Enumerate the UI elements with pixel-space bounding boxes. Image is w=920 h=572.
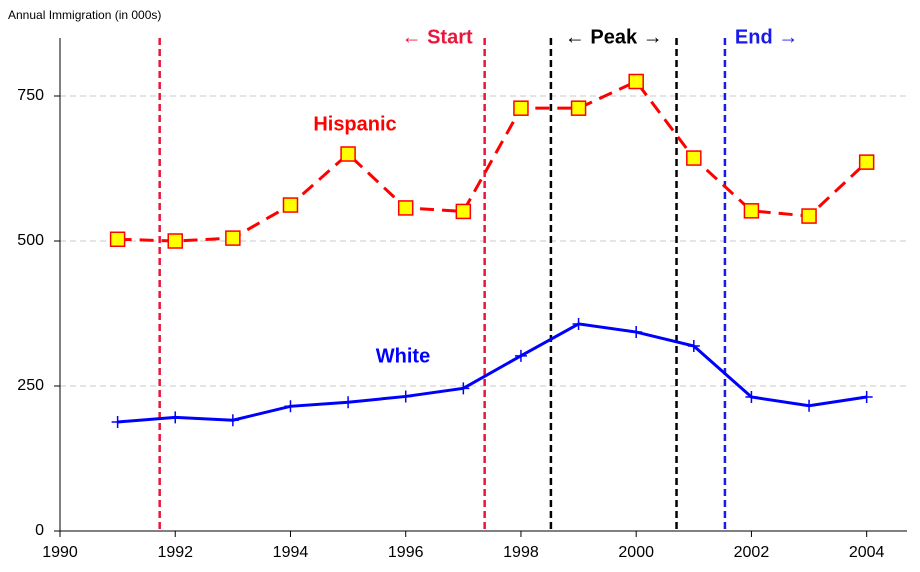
x-tick-label: 1998 bbox=[503, 544, 539, 561]
phase-label: ← Start bbox=[402, 26, 473, 48]
x-tick-label: 2004 bbox=[849, 544, 885, 561]
x-tick-label: 2000 bbox=[618, 544, 654, 561]
point bbox=[397, 200, 414, 216]
point bbox=[225, 230, 241, 246]
point bbox=[572, 317, 585, 330]
x-tick-label: 1994 bbox=[273, 544, 309, 561]
series-line bbox=[117, 79, 868, 243]
point bbox=[226, 414, 239, 427]
x-tick-label: 2002 bbox=[734, 544, 770, 561]
point bbox=[111, 415, 124, 428]
point bbox=[858, 154, 875, 170]
y-axis-title: Annual Immigration (in 000s) bbox=[8, 8, 161, 22]
phase-label: ← Peak → bbox=[565, 26, 663, 48]
point bbox=[860, 391, 873, 404]
series-label: Hispanic bbox=[313, 113, 396, 135]
point bbox=[342, 396, 355, 409]
point bbox=[169, 411, 182, 424]
series-label: White bbox=[376, 345, 430, 367]
point bbox=[801, 208, 817, 224]
point bbox=[628, 73, 644, 90]
phase-label: End → bbox=[735, 26, 798, 48]
point bbox=[284, 400, 297, 413]
x-tick-label: 1990 bbox=[42, 544, 78, 561]
point bbox=[803, 399, 816, 412]
series-line bbox=[117, 322, 867, 424]
point bbox=[340, 146, 356, 162]
y-tick-label: 750 bbox=[17, 87, 44, 104]
point bbox=[109, 231, 126, 248]
point bbox=[743, 203, 760, 219]
point bbox=[687, 339, 700, 352]
y-tick-label: 500 bbox=[17, 232, 44, 249]
point bbox=[570, 100, 587, 116]
x-tick-label: 1992 bbox=[157, 544, 193, 561]
y-tick-label: 250 bbox=[17, 377, 44, 394]
y-tick-label: 0 bbox=[35, 522, 44, 539]
point bbox=[457, 382, 470, 395]
point bbox=[513, 100, 529, 116]
point bbox=[282, 197, 299, 213]
point bbox=[455, 203, 472, 220]
point bbox=[630, 326, 643, 339]
point bbox=[514, 349, 527, 362]
x-tick-label: 1996 bbox=[388, 544, 424, 561]
point bbox=[167, 233, 183, 249]
point bbox=[399, 390, 412, 403]
point bbox=[745, 391, 758, 404]
point bbox=[686, 150, 702, 166]
